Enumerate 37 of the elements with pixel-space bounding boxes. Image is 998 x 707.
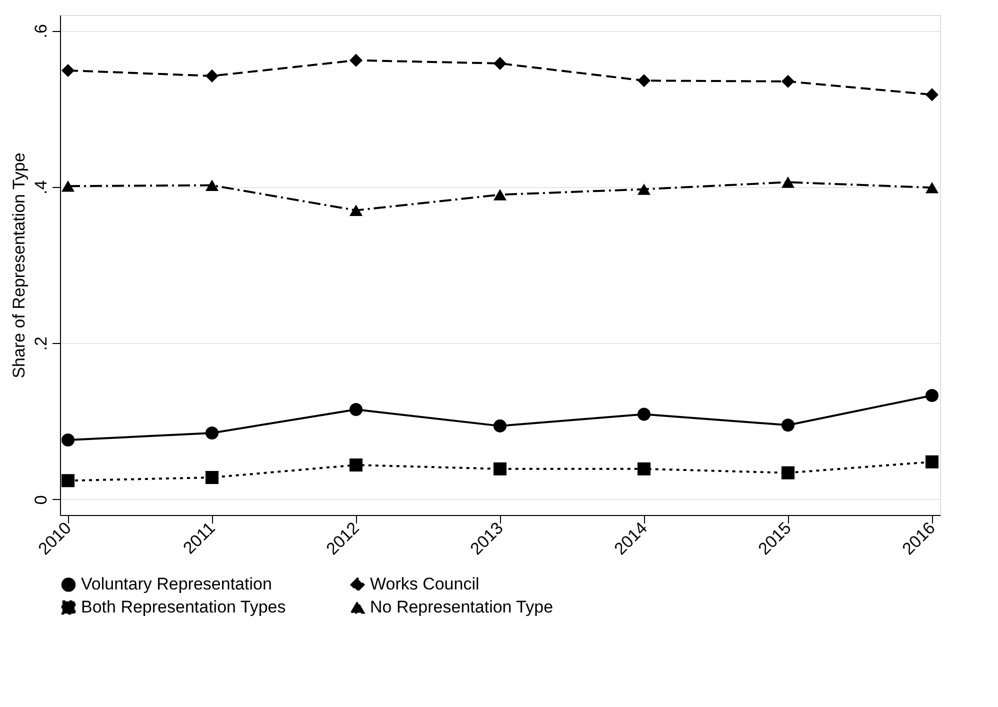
point	[781, 418, 795, 432]
y-tick-label: .6	[32, 24, 50, 38]
point	[205, 426, 219, 440]
point	[349, 458, 363, 472]
point	[61, 64, 75, 77]
point	[781, 176, 795, 188]
point	[349, 54, 363, 67]
y-tick-label: .2	[32, 336, 50, 351]
point	[61, 180, 75, 192]
legend-label: Both Representation Types	[81, 598, 286, 616]
y-tick-label: .4	[32, 180, 50, 194]
y-axis-title: Share of Representation Type	[10, 152, 28, 378]
point	[637, 74, 651, 88]
point	[925, 455, 939, 468]
point	[349, 204, 363, 216]
point	[637, 462, 651, 476]
point	[61, 474, 75, 488]
point	[493, 189, 507, 200]
point	[205, 180, 219, 191]
point	[493, 462, 507, 476]
point	[205, 470, 219, 484]
legend-label: No Representation Type	[370, 598, 554, 616]
point	[925, 388, 939, 402]
point	[61, 433, 75, 447]
point	[637, 408, 651, 421]
point	[493, 419, 507, 432]
legend-label: Works Council	[370, 574, 480, 594]
point	[781, 466, 795, 480]
y-tick-label: 0	[32, 495, 50, 505]
point	[781, 74, 795, 88]
point	[637, 184, 651, 195]
point	[205, 69, 219, 82]
point	[493, 56, 507, 70]
point	[925, 88, 939, 102]
legend-label: Voluntary Representation	[81, 574, 272, 594]
point	[349, 403, 363, 416]
point	[925, 182, 939, 194]
